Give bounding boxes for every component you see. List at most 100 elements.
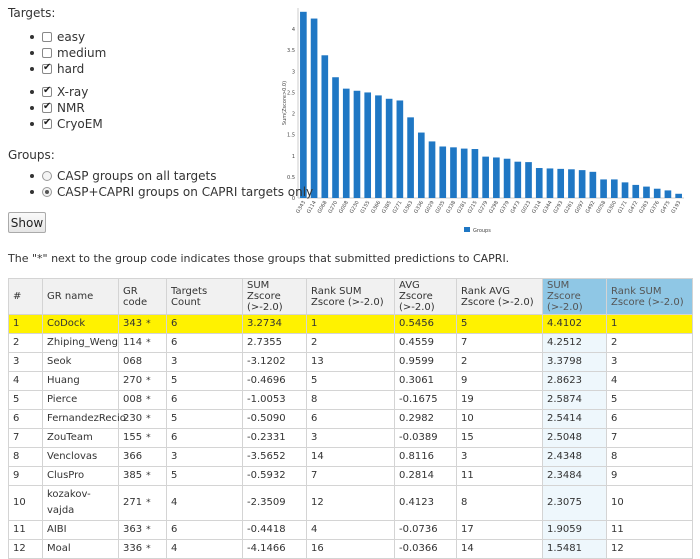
table-cell: 10 [606, 485, 693, 521]
checkbox-nmr[interactable]: NMR [30, 101, 85, 115]
column-header[interactable]: AVG Zscore (>-2.0) [394, 278, 457, 315]
checkbox[interactable] [42, 117, 52, 129]
checkbox[interactable] [42, 62, 52, 74]
checkbox[interactable] [42, 85, 52, 97]
column-header[interactable]: Rank SUM Zscore (>-2.0) [306, 278, 395, 315]
table-cell: 14 [456, 539, 543, 559]
table-cell: -0.5932 [242, 466, 307, 486]
checkbox-hard[interactable]: hard [30, 62, 84, 76]
bullet [30, 51, 34, 55]
checkbox[interactable] [42, 48, 52, 58]
table-row[interactable]: 11 AIBI 363 * 6 -0.4418 4 -0.0736 17 1.9059 11 [8, 520, 693, 540]
table-row[interactable]: 12 Moal 336 * 4 -4.1466 16 -0.0366 14 1.5481 12 [8, 539, 693, 559]
table-row[interactable]: 7 ZouTeam 155 * 6 -0.2331 3 -0.0389 15 2.5048 7 [8, 428, 693, 448]
column-header[interactable]: # [8, 278, 43, 315]
table-cell: 363 * [118, 520, 167, 540]
checkbox-cryoem[interactable]: CryoEM [30, 117, 103, 131]
x-tick-label: G376 [649, 200, 661, 215]
table-row[interactable]: 2 Zhiping_Weng 114 * 6 2.7355 2 0.4559 7 4.2512 2 [8, 333, 693, 353]
table-cell: 2.3484 [542, 466, 607, 486]
table-cell: 7 [456, 333, 543, 353]
y-tick-label: 2 [292, 112, 295, 118]
checkbox-x-ray[interactable]: X-ray [30, 85, 88, 99]
x-tick-label: G193 [670, 200, 682, 215]
table-cell: 0.8116 [394, 447, 457, 467]
y-tick-label: 0 [292, 196, 295, 202]
table-cell: 271 * [118, 485, 167, 521]
bar-G263 [643, 186, 650, 198]
table-cell: -0.0736 [394, 520, 457, 540]
x-tick-label: G298 [488, 200, 500, 215]
table-cell: 2 [606, 333, 693, 353]
x-tick-label: G215 [467, 200, 479, 215]
bar-G270 [332, 77, 339, 198]
bullet [30, 122, 34, 126]
y-tick-label: 3.5 [287, 48, 295, 54]
table-cell: 12 [8, 539, 43, 559]
radio-button[interactable] [42, 171, 52, 181]
table-cell: 4 [8, 371, 43, 391]
table-cell: 5 [166, 466, 243, 486]
table-row[interactable]: 4 Huang 270 * 5 -0.4696 5 0.3061 9 2.8623 4 [8, 371, 693, 391]
table-cell: 7 [306, 466, 395, 486]
table-cell: 3 [306, 428, 395, 448]
group-code: 068 [123, 356, 143, 367]
column-header[interactable]: Rank SUM Zscore (>-2.0) [606, 278, 693, 315]
radio-groups-1[interactable]: CASP+CAPRI groups on CAPRI targets only [30, 185, 313, 199]
column-header[interactable]: SUM Zscore (>-2.0) [242, 278, 307, 315]
column-header[interactable]: Rank AVG Zscore (>-2.0) [456, 278, 543, 315]
table-cell: Moal [42, 539, 119, 559]
table-cell: 0.3061 [394, 371, 457, 391]
table-cell: 4.4102 [542, 314, 607, 334]
checkbox-medium[interactable]: medium [30, 46, 106, 60]
table-cell: 336 * [118, 539, 167, 559]
bar-G336 [417, 132, 425, 198]
show-button[interactable]: Show [8, 212, 46, 233]
table-cell: 5 [166, 371, 243, 391]
table-cell: 10 [8, 485, 43, 521]
table-cell: Pierce [42, 390, 119, 410]
checkbox-easy[interactable]: easy [30, 30, 85, 44]
checkbox[interactable] [42, 32, 52, 42]
table-cell: 3 [166, 352, 243, 372]
bar-G293 [557, 168, 565, 198]
column-header[interactable]: Targets Count [166, 278, 243, 315]
capri-star: * [146, 433, 151, 443]
column-header[interactable]: GR name [42, 278, 119, 315]
table-cell: 3.2734 [242, 314, 307, 334]
column-header[interactable]: SUM Zscore (>-2.0) [542, 278, 607, 315]
bullet [30, 106, 34, 110]
radio-button[interactable] [42, 187, 52, 197]
table-cell: 15 [456, 428, 543, 448]
bar-G097 [578, 170, 586, 198]
targets-heading: Targets: [8, 6, 56, 20]
x-tick-label: G314 [531, 200, 543, 215]
table-cell: 9 [456, 371, 543, 391]
checkbox[interactable] [42, 101, 52, 113]
table-row[interactable]: 1 CoDock 343 * 6 3.2734 1 0.5456 5 4.4102 1 [8, 314, 693, 334]
table-cell: -0.0389 [394, 428, 457, 448]
table-row[interactable]: 8 Venclovas 366 3 -3.5652 14 0.8116 3 2.4348 8 [8, 447, 693, 467]
table-row[interactable]: 10 kozakov-vajda 271 * 4 -2.3509 12 0.4123 8 2.30… [8, 485, 693, 521]
radio-groups-0[interactable]: CASP groups on all targets [30, 169, 217, 183]
x-tick-label: G008 [338, 200, 350, 215]
table-row[interactable]: 5 Pierce 008 * 6 -1.0053 8 -0.1675 19 2.5874 5 [8, 390, 693, 410]
table-cell: AIBI [42, 520, 119, 540]
bar-G300 [610, 179, 618, 198]
table-cell: -3.1202 [242, 352, 307, 372]
table-row[interactable]: 9 ClusPro 385 * 5 -0.5932 7 0.2814 11 2.3484 9 [8, 466, 693, 486]
table-cell: 008 * [118, 390, 167, 410]
groups-bar-chart: 0 0.5 1 1.5 2 2.5 3 3.5 4 Sum(Zscore>0.0) G343 G114… [280, 0, 700, 240]
table-cell: -0.4418 [242, 520, 307, 540]
table-row[interactable]: 6 FernandezRecio 230 * 5 -0.5090 6 0.2982 10 2.54… [8, 409, 693, 429]
table-cell: -0.2331 [242, 428, 307, 448]
capri-note: The "*" next to the group code indicates… [8, 252, 510, 265]
x-tick-label: G171 [617, 200, 629, 215]
y-tick-label: 1.5 [287, 133, 295, 139]
table-cell: 12 [606, 539, 693, 559]
table-row[interactable]: 3 Seok 068 3 -3.1202 13 0.9599 2 3.3798 3 [8, 352, 693, 372]
bar-G363 [407, 117, 414, 198]
group-code: 270 [123, 375, 143, 386]
table-cell: 11 [8, 520, 43, 540]
column-header[interactable]: GR code [118, 278, 167, 315]
